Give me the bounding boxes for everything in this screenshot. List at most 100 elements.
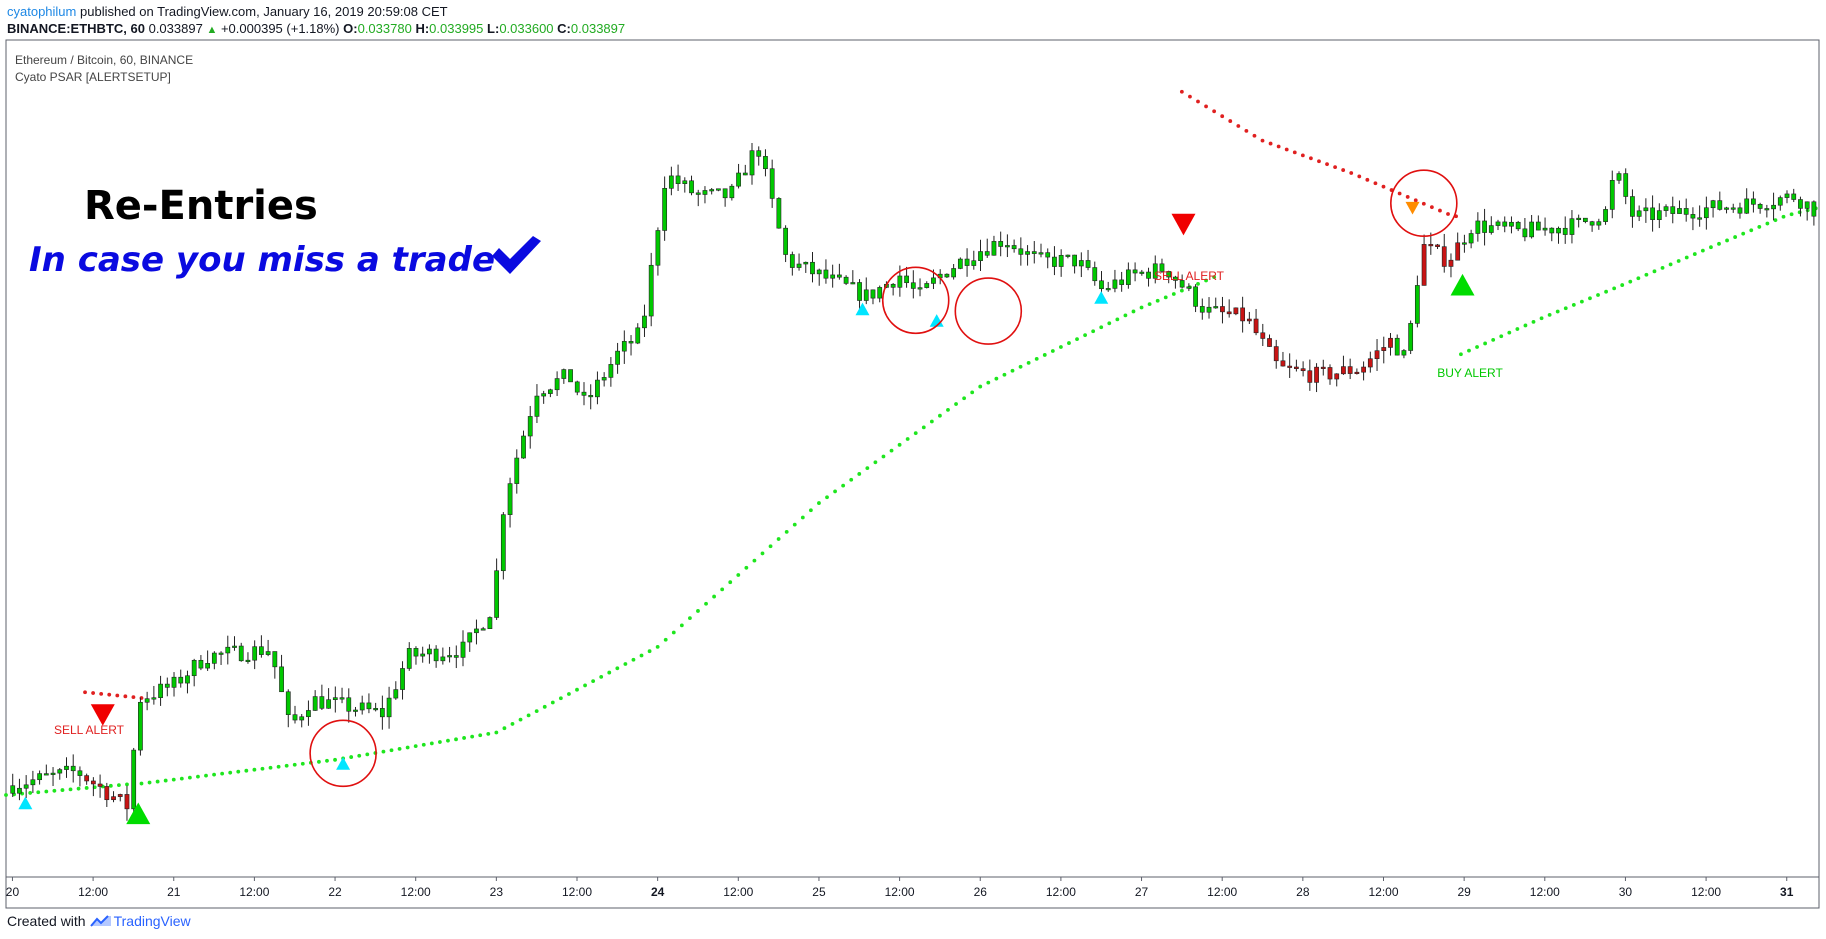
candle-body — [1206, 306, 1212, 313]
candle-body — [1166, 271, 1172, 278]
high-label: H: — [415, 21, 430, 36]
candle-body — [1132, 269, 1138, 274]
psar-bear-dot — [1365, 177, 1370, 182]
candle-body — [635, 327, 641, 344]
candle-body — [1246, 318, 1252, 322]
price-chart[interactable]: Ethereum / Bitcoin, 60, BINANCE Cyato PS… — [0, 0, 1826, 910]
psar-bull-dot — [768, 544, 773, 549]
psar-bear-dot — [1446, 212, 1450, 216]
candle-body — [77, 770, 83, 776]
psar-bull-dot — [1539, 316, 1544, 321]
psar-bear-dot — [1341, 168, 1346, 172]
candle-body — [595, 379, 600, 398]
psar-bull-dot — [1163, 295, 1168, 300]
candle-body — [1347, 366, 1353, 374]
candle-body — [554, 378, 560, 391]
subhead-text: In case you miss a trade — [29, 240, 495, 280]
candle-body — [991, 241, 997, 256]
candle-body — [285, 691, 291, 715]
candle-body — [581, 391, 587, 396]
candle-body — [574, 381, 580, 393]
tradingview-brand: TradingView — [113, 913, 191, 929]
psar-bull-dot — [446, 738, 450, 743]
psar-bear-dot — [1349, 171, 1354, 175]
psar-bull-dot — [1596, 293, 1600, 297]
tradingview-link[interactable]: TradingView — [89, 913, 191, 929]
candle-body — [1670, 206, 1676, 214]
candle-body — [541, 393, 547, 397]
candle-body — [272, 651, 278, 668]
psar-bear-dot — [1405, 195, 1410, 199]
time-tick-label: 29 — [1457, 885, 1471, 899]
psar-bull-dot — [744, 565, 749, 570]
sell-alert-label-2: SELL ALERT — [1154, 269, 1225, 283]
time-tick-label: 20 — [6, 885, 20, 899]
psar-bull-dot — [268, 765, 273, 770]
candle-body — [178, 676, 184, 684]
psar-bull-dot — [252, 767, 257, 772]
candle-body — [944, 273, 950, 278]
psar-bull-dot — [760, 551, 765, 556]
time-tick-label: 12:00 — [239, 885, 269, 899]
candle-body — [843, 276, 849, 284]
candle-body — [1025, 251, 1030, 255]
author-link[interactable]: cyatophilum — [7, 4, 77, 19]
price-change: +0.000395 (+1.18%) — [220, 21, 340, 36]
psar-bull-dot — [1483, 341, 1488, 346]
candle-body — [319, 696, 325, 709]
candle-body — [191, 659, 197, 677]
candle-body — [964, 258, 970, 266]
psar-bull-dot — [478, 733, 483, 738]
candle-body — [1078, 260, 1084, 267]
psar-bear-dot — [115, 693, 120, 698]
candle-body — [1583, 217, 1588, 222]
psar-bull-dot — [1196, 281, 1200, 286]
symbol-info: BINANCE:ETHBTC, 60 0.033897 ▲ +0.000395 … — [7, 21, 625, 36]
psar-bull-dot — [663, 637, 668, 642]
candle-body — [265, 651, 271, 655]
chart-frame — [5, 39, 1820, 909]
psar-bull-dot — [155, 779, 160, 784]
psar-bull-dot — [1644, 272, 1649, 277]
candle-body — [769, 168, 775, 199]
candle-body — [803, 261, 809, 265]
candle-body — [1240, 307, 1246, 322]
high-value: 0.033995 — [429, 21, 484, 36]
psar-bull-dot — [52, 788, 57, 793]
psar-bull-dot — [36, 790, 41, 795]
candle-body — [1119, 279, 1125, 285]
headline-text: Re-Entries — [84, 183, 318, 229]
psar-bear-dot — [1317, 159, 1321, 164]
psar-bull-dot — [1083, 333, 1087, 338]
psar-bull-dot — [1741, 231, 1746, 236]
psar-bull-dot — [1523, 323, 1528, 328]
candle-body — [662, 188, 668, 231]
psar-bull-dot — [1018, 364, 1023, 369]
candle-body — [1058, 254, 1064, 267]
candle-body — [413, 648, 419, 657]
psar-bull-dot — [873, 460, 878, 465]
candle-body — [1314, 366, 1319, 383]
candle-body — [534, 395, 540, 417]
candle-body — [1294, 366, 1299, 369]
psar-bear-dot — [1438, 208, 1442, 213]
psar-bear-dot — [1325, 162, 1329, 167]
candle-body — [326, 699, 331, 709]
time-tick-label: 12:00 — [1046, 885, 1076, 899]
time-tick-label: 25 — [812, 885, 826, 899]
psar-bull-dot — [825, 495, 829, 500]
candle-body — [1105, 288, 1111, 291]
candle-body — [1509, 221, 1514, 227]
psar-bull-dot — [1555, 309, 1560, 314]
psar-bull-dot — [607, 670, 612, 675]
psar-bull-dot — [276, 764, 281, 769]
candle-body — [1146, 271, 1151, 279]
psar-bull-dot — [1171, 292, 1176, 296]
psar-bull-dot — [325, 758, 329, 763]
candle-body — [1112, 279, 1118, 289]
candle-body — [131, 749, 137, 810]
psar-bull-dot — [437, 740, 442, 744]
candle-body — [1697, 217, 1703, 220]
indicator-title[interactable]: Cyato PSAR [ALERTSETUP] — [15, 70, 171, 84]
psar-bear-dot — [1309, 156, 1313, 161]
